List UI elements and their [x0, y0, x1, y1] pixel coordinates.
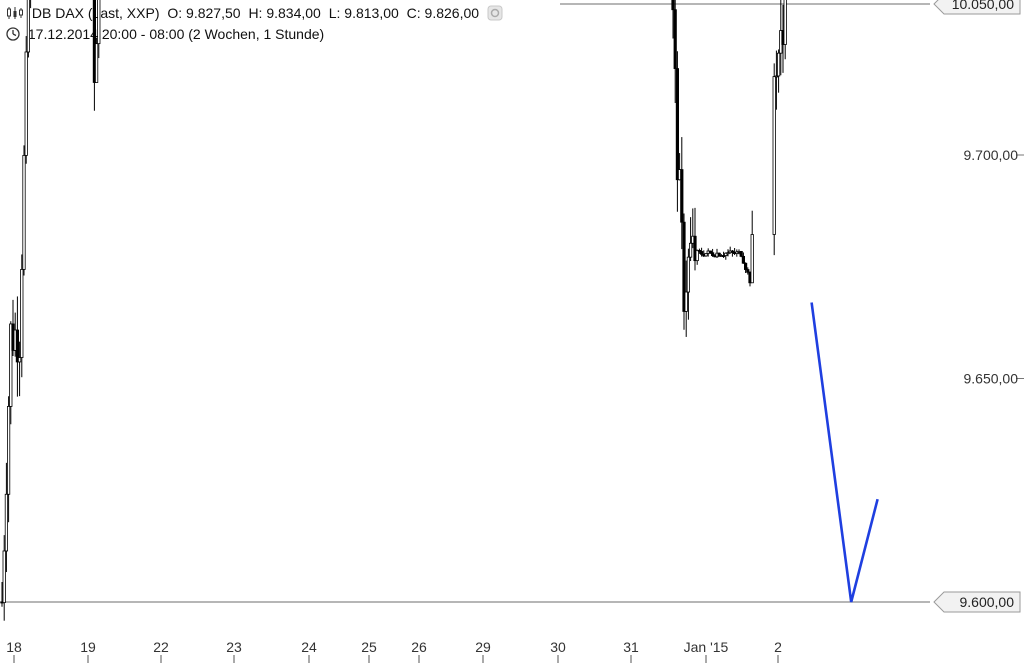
- candle-body: [97, 0, 101, 45]
- candle-body: [730, 250, 735, 253]
- x-tick-label: 24: [301, 639, 317, 655]
- candle-body: [20, 269, 24, 358]
- x-tick-label: 22: [153, 639, 169, 655]
- candle-body: [7, 406, 11, 495]
- candle-body: [708, 250, 713, 254]
- projection-line: [810, 302, 879, 603]
- low-value: L: 9.813,00: [328, 5, 399, 22]
- candle-body: [26, 0, 31, 53]
- candle-body: [724, 252, 728, 256]
- x-tick-label: 2: [774, 639, 782, 655]
- candle-body: [17, 357, 22, 363]
- candle-body: [739, 251, 743, 257]
- candle-body: [777, 52, 781, 77]
- candle-body: [680, 169, 684, 223]
- timeframe-text: 17.12.2014 20:00 - 08:00 (2 Wochen, 1 St…: [27, 26, 325, 42]
- candle-body: [686, 256, 691, 293]
- candle-body: [711, 252, 715, 257]
- y-tick-label: 9.700,00: [964, 147, 1019, 163]
- close-value: C: 9.826,00: [406, 5, 480, 22]
- open-value: O: 9.827,50: [167, 5, 241, 22]
- candle-body: [673, 9, 677, 69]
- candle-body: [700, 251, 704, 255]
- x-tick-label: 19: [80, 639, 96, 655]
- candle-body: [722, 255, 726, 257]
- candle-body: [4, 493, 8, 552]
- clock-icon: [6, 27, 20, 44]
- price-tag[interactable]: [933, 0, 1021, 15]
- candle-body: [741, 255, 746, 264]
- candle-body: [772, 76, 776, 235]
- candle-body: [717, 252, 721, 257]
- candle-body: [689, 242, 693, 258]
- candle-body: [774, 75, 779, 78]
- candle-body: [744, 262, 748, 270]
- y-tick-label: 9.650,00: [964, 371, 1019, 387]
- high-value: H: 9.834,00: [248, 5, 321, 22]
- candle-body: [704, 253, 708, 257]
- candle-body: [684, 291, 688, 312]
- candle-body: [9, 323, 13, 407]
- x-tick-label: 29: [475, 639, 491, 655]
- x-tick-label: 18: [6, 639, 22, 655]
- settings-icon[interactable]: [487, 5, 503, 24]
- candle-body: [2, 550, 6, 603]
- candle-body: [783, 0, 787, 45]
- price-tag-label: 9.600,00: [960, 594, 1015, 610]
- candle-body: [671, 0, 675, 11]
- candle-body: [92, 0, 96, 83]
- x-tick-label: Jan '15: [684, 639, 729, 655]
- candle-body: [726, 252, 730, 255]
- candle-body: [15, 329, 20, 363]
- price-tag-label: 10.050,00: [952, 0, 1014, 12]
- candle-body: [22, 155, 26, 270]
- candle-body: [24, 51, 28, 156]
- x-tick-label: 26: [411, 639, 427, 655]
- timeframe-row: 17.12.2014 20:00 - 08:00 (2 Wochen, 1 St…: [6, 26, 328, 44]
- x-tick-label: 25: [361, 639, 377, 655]
- candle-body: [693, 235, 697, 262]
- candlestick-icon[interactable]: [6, 6, 24, 23]
- candle-body: [750, 234, 754, 284]
- candle-body: [675, 68, 680, 181]
- chart-header: DB DAX (Last, XXP) O: 9.827,50 H: 9.834,…: [6, 5, 507, 24]
- price-tag[interactable]: [933, 591, 1021, 613]
- x-tick-label: 23: [226, 639, 242, 655]
- candle-body: [746, 269, 750, 273]
- candle-body: [682, 221, 686, 312]
- candle-body: [697, 250, 702, 252]
- candle-body: [95, 43, 99, 83]
- candle-body: [695, 250, 699, 262]
- x-tick-label: 30: [550, 639, 566, 655]
- x-tick-label: 31: [623, 639, 639, 655]
